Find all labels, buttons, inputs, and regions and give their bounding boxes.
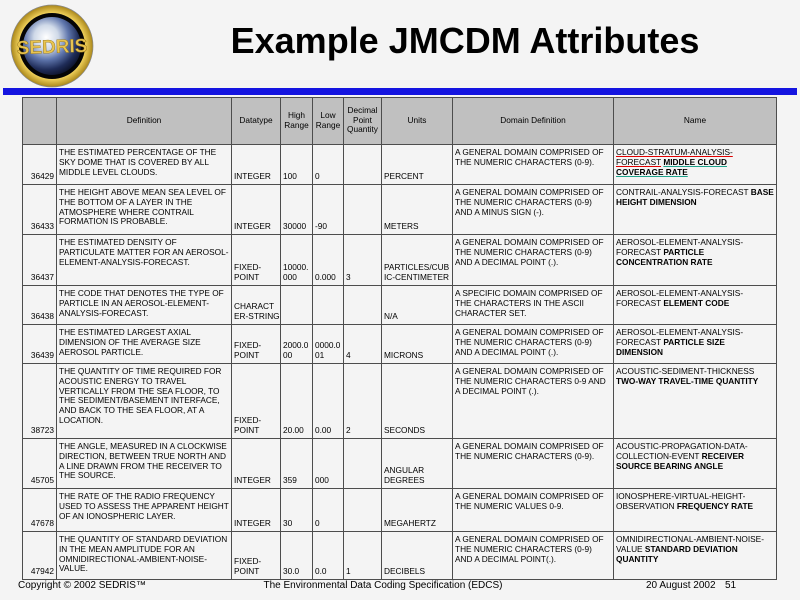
svg-text:SEDRIS: SEDRIS [16, 36, 87, 59]
